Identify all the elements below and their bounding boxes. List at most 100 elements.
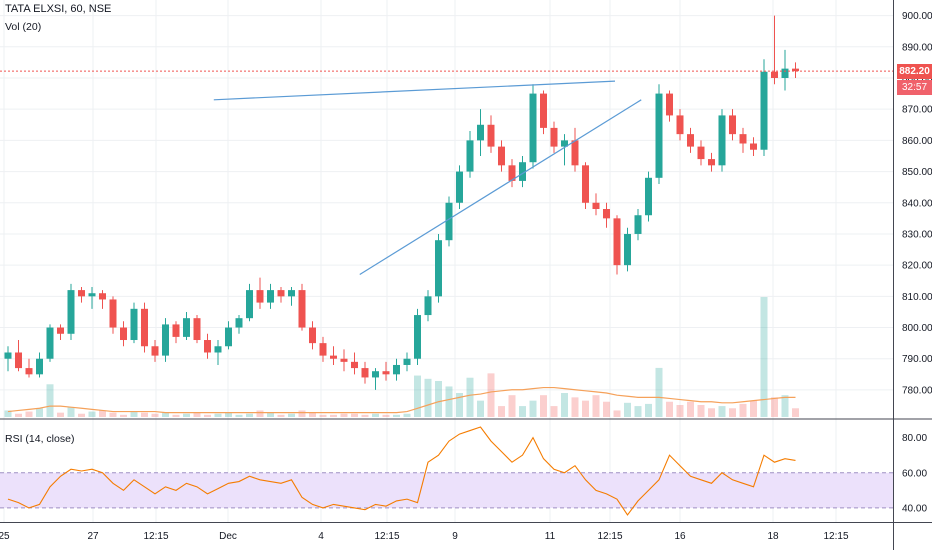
volume-bar [676, 405, 684, 417]
candle-body [655, 93, 663, 178]
y-tick-label: 840.00 [902, 198, 932, 209]
volume-bar [414, 375, 421, 417]
volume-bar [760, 297, 768, 417]
volume-bar [624, 402, 631, 417]
chart-title: TATA ELXSI, 60, NSE [5, 3, 112, 15]
volume-bar [666, 401, 673, 417]
volume-bar [109, 412, 117, 417]
volume-bar [288, 413, 295, 417]
x-tick-label: 18 [767, 531, 779, 542]
candle-body [4, 352, 12, 359]
volume-bar [309, 412, 316, 417]
volume-bar [130, 411, 138, 417]
candle-body [46, 327, 54, 359]
candle-body [771, 71, 778, 78]
y-tick-label: 900.00 [902, 11, 932, 22]
volume-bar [634, 406, 642, 417]
volume-bar [540, 395, 547, 417]
candle-body [750, 143, 757, 150]
rsi-layer [7, 426, 796, 516]
volume-bar [246, 413, 253, 417]
candle-body [519, 162, 526, 181]
candle-body [120, 327, 127, 341]
candle-body [319, 343, 327, 356]
volume-bar [78, 413, 85, 417]
candle-body [204, 340, 211, 353]
trendline-layer [213, 80, 642, 276]
volume-bar [330, 414, 337, 417]
candle-body [645, 177, 652, 216]
candle-body [414, 315, 421, 359]
candle-body [624, 233, 631, 266]
volume-bar [456, 393, 463, 417]
volume-bar [351, 413, 358, 417]
volume-bar [340, 413, 348, 417]
rsi-tick-label: 40.00 [902, 503, 927, 514]
rsi-band [0, 472, 893, 508]
candle-body [445, 202, 453, 241]
volume-bar [582, 400, 589, 417]
candle-body [592, 202, 600, 209]
volume-bar [750, 400, 757, 417]
candle-body [330, 355, 337, 359]
x-tick-label: 25 [0, 531, 10, 542]
x-tick-label: 12:15 [374, 531, 399, 542]
x-tick-label: 12:15 [823, 531, 848, 542]
candle-body [393, 364, 400, 375]
volume-label: Vol (20) [5, 21, 42, 33]
candle-body [183, 318, 190, 337]
last-price-badge: 882.20 [897, 63, 932, 79]
volume-bar [655, 367, 663, 417]
y-tick-label: 820.00 [902, 261, 932, 272]
volume-bar [424, 378, 432, 417]
y-tick-label: 790.00 [902, 354, 932, 365]
volume-bar [36, 408, 43, 417]
volume-bar [235, 414, 243, 417]
candle-body [151, 346, 159, 356]
volume-bar [477, 400, 484, 417]
candle-body [361, 368, 369, 378]
candle-body [603, 209, 610, 219]
x-tick-label: 12:15 [143, 531, 168, 542]
volume-bar [708, 408, 715, 417]
volume-bar [57, 412, 64, 417]
volume-bar [561, 393, 568, 417]
volume-bar [613, 410, 621, 417]
volume-bar [603, 401, 610, 417]
volume-bar [697, 405, 705, 417]
volume-bar [372, 413, 379, 417]
candle-body [277, 290, 285, 297]
x-tick-label: 4 [318, 531, 324, 542]
volume-bar [267, 412, 274, 417]
volume-bar [687, 401, 694, 417]
candle-body [477, 124, 484, 141]
candle-body [162, 324, 169, 356]
candle-body [67, 290, 75, 334]
y-tick-label: 890.00 [902, 42, 932, 53]
candle-body [613, 218, 621, 266]
candle-body [466, 140, 474, 172]
candle-body [676, 115, 684, 135]
x-tick-label: 27 [87, 531, 99, 542]
candle-body [435, 240, 442, 297]
volume-bar [319, 414, 327, 417]
volume-ma-line [7, 386, 796, 414]
candle-body [529, 93, 537, 163]
grid [0, 0, 893, 522]
rsi-label: RSI (14, close) [5, 433, 75, 445]
candle-body [666, 93, 673, 116]
candle-body [739, 134, 747, 144]
y-tick-label: 880.00 [902, 73, 932, 84]
candle-body [382, 371, 390, 375]
candle-body [267, 290, 274, 303]
candle-body [550, 127, 558, 147]
volume-bar [214, 413, 222, 417]
candle-body [225, 327, 232, 347]
y-tick-label: 780.00 [902, 385, 932, 396]
rsi-tick-label: 60.00 [902, 468, 927, 479]
rsi-tick-label: 80.00 [902, 433, 927, 444]
volume-bar [225, 412, 232, 417]
volume-bar [277, 414, 285, 417]
